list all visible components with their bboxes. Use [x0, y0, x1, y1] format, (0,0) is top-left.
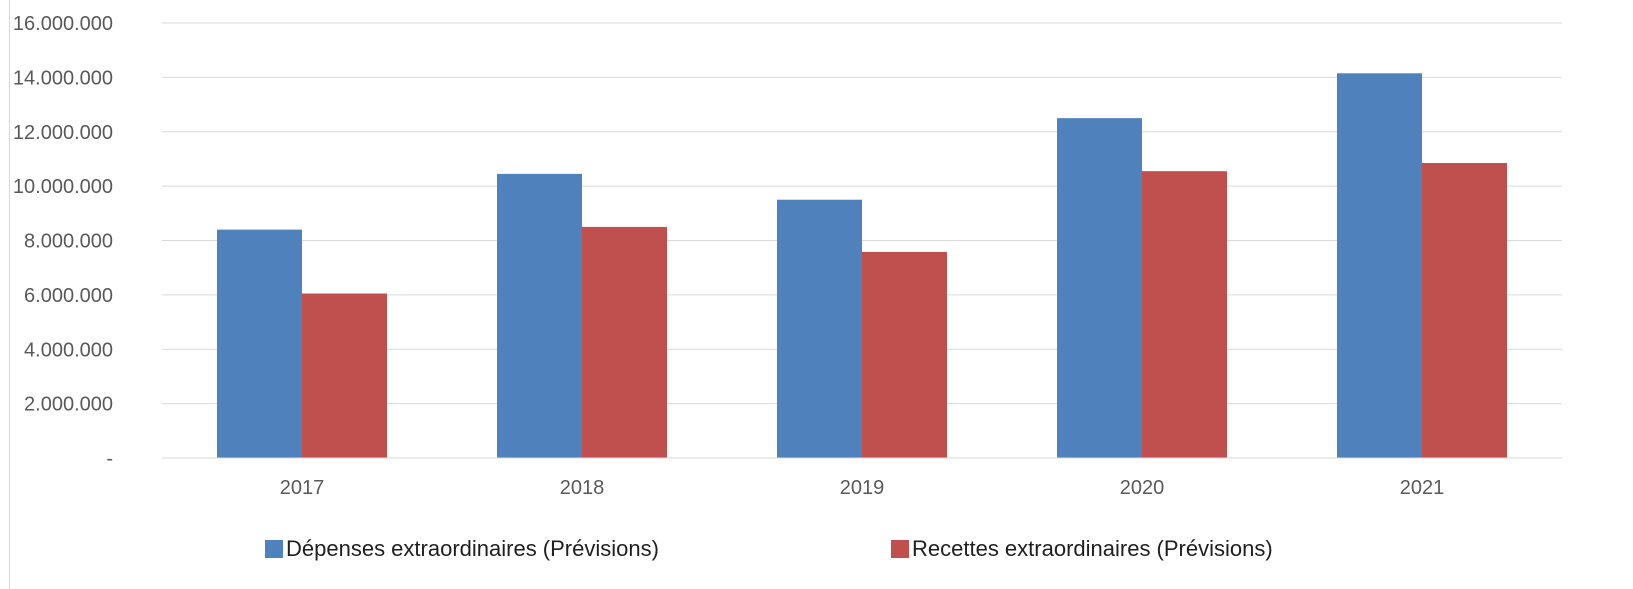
y-tick-label: 4.000.000: [24, 339, 113, 361]
bar-depenses-2021: [1337, 73, 1422, 458]
bar-recettes-2020: [1142, 171, 1227, 458]
x-tick-label: 2020: [1120, 477, 1165, 499]
bar-chart: - 2.000.000 4.000.000 6.000.000 8.000.000 10.…: [13, 13, 1562, 499]
y-tick-label: 6.000.000: [24, 285, 113, 307]
bar-recettes-2019: [862, 251, 947, 458]
legend-item-depenses: Dépenses extraordinaires (Prévisions): [265, 536, 659, 562]
gridlines: [162, 22, 1562, 405]
legend-label-recettes: Recettes extraordinaires (Prévisions): [912, 536, 1273, 561]
x-tick-label: 2021: [1400, 477, 1445, 499]
y-tick-label: 10.000.000: [13, 176, 113, 198]
bar-recettes-2018: [582, 226, 667, 458]
bars: [217, 73, 1507, 458]
y-tick-label: 8.000.000: [24, 231, 113, 253]
legend: Dépenses extraordinaires (Prévisions) Re…: [0, 536, 1633, 570]
y-tick-label: 12.000.000: [13, 122, 113, 144]
legend-label-depenses: Dépenses extraordinaires (Prévisions): [286, 536, 659, 561]
x-tick-label: 2017: [280, 477, 325, 499]
x-tick-label: 2018: [560, 477, 605, 499]
chart-frame-edge: [9, 0, 10, 589]
y-tick-label: 2.000.000: [24, 394, 113, 416]
legend-swatch-depenses: [265, 540, 283, 558]
x-tick-label: 2019: [840, 477, 885, 499]
y-tick-label: 14.000.000: [13, 67, 113, 89]
bar-recettes-2017: [302, 293, 387, 458]
legend-item-recettes: Recettes extraordinaires (Prévisions): [891, 536, 1273, 562]
y-axis-tick-labels: - 2.000.000 4.000.000 6.000.000 8.000.000 10.…: [13, 13, 113, 470]
bar-depenses-2018: [497, 173, 582, 458]
bar-recettes-2021: [1422, 163, 1507, 458]
bar-depenses-2017: [217, 229, 302, 458]
bar-depenses-2019: [777, 199, 862, 458]
legend-swatch-recettes: [891, 540, 909, 558]
y-tick-label: 16.000.000: [13, 13, 113, 35]
x-axis-tick-labels: 2017 2018 2019 2020 2021: [280, 477, 1445, 499]
bar-depenses-2020: [1057, 118, 1142, 458]
y-tick-label: -: [106, 448, 113, 470]
